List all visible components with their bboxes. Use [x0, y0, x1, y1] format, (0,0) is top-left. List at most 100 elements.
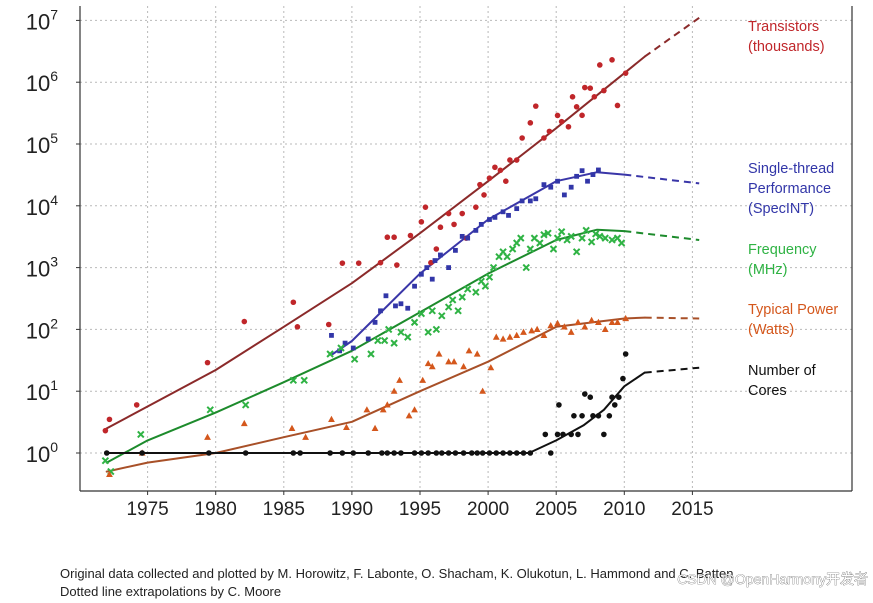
point-number-of-cores [486, 450, 493, 456]
x-tick-label: 2010 [603, 499, 645, 520]
point-frequency [241, 401, 250, 409]
point-typical-power [499, 335, 507, 342]
point-typical-power [302, 433, 309, 440]
point-typical-power [554, 319, 561, 327]
point-number-of-cores [290, 450, 297, 456]
point-transistors [459, 210, 466, 217]
point-frequency [608, 236, 616, 244]
legend-entry-transistors: Transistors [748, 19, 819, 35]
point-single-thread-performance [432, 258, 438, 263]
point-number-of-cores [622, 351, 629, 357]
point-typical-power [450, 358, 458, 365]
point-single-thread-performance [579, 168, 585, 174]
point-transistors [546, 128, 553, 135]
point-number-of-cores [606, 412, 613, 419]
point-number-of-cores [500, 450, 506, 456]
point-transistors [102, 427, 109, 434]
point-number-of-cores [547, 450, 554, 456]
x-tick-label: 1980 [195, 499, 237, 520]
point-transistors [377, 259, 384, 266]
point-frequency [503, 253, 511, 261]
point-single-thread-performance [342, 340, 348, 346]
point-number-of-cores [445, 450, 452, 456]
point-number-of-cores [379, 450, 385, 456]
point-frequency [567, 232, 575, 241]
point-transistors [492, 164, 498, 171]
point-transistors [622, 70, 629, 76]
extrapolation-line-transistors [644, 16, 700, 58]
point-number-of-cores [595, 412, 602, 419]
extrapolation-line-number-of-cores [644, 366, 700, 374]
point-transistors [596, 62, 603, 68]
point-frequency [544, 229, 552, 237]
point-frequency [596, 232, 604, 241]
point-number-of-cores [542, 431, 549, 438]
point-typical-power [240, 419, 248, 427]
point-frequency [557, 228, 566, 236]
point-number-of-cores [582, 391, 588, 397]
point-transistors [554, 112, 561, 119]
point-number-of-cores [103, 450, 110, 456]
axes [79, 6, 853, 492]
point-frequency [101, 457, 110, 465]
point-single-thread-performance [398, 301, 404, 307]
trend-line-typical-power [105, 316, 646, 473]
point-transistors [290, 299, 297, 306]
point-typical-power [588, 316, 596, 323]
trend-lines [105, 16, 700, 473]
point-single-thread-performance [492, 214, 498, 220]
point-single-thread-performance [438, 252, 443, 258]
y-tick-base: 10 [26, 195, 50, 220]
point-transistors [437, 224, 444, 231]
point-frequency [380, 336, 389, 345]
point-single-thread-performance [574, 173, 580, 179]
point-number-of-cores [452, 450, 459, 456]
point-single-thread-performance [350, 345, 356, 351]
y-tick-base: 10 [26, 257, 50, 282]
point-transistors [391, 234, 397, 241]
point-single-thread-performance [519, 198, 525, 204]
point-single-thread-performance [412, 283, 417, 289]
point-transistors [133, 402, 140, 408]
point-number-of-cores [411, 450, 418, 456]
point-transistors [582, 84, 588, 91]
point-number-of-cores [571, 412, 577, 419]
y-tick-exponent: 6 [50, 68, 58, 84]
point-frequency [438, 312, 446, 320]
point-transistors [473, 204, 479, 210]
point-single-thread-performance [500, 209, 506, 215]
point-typical-power [601, 325, 609, 332]
point-typical-power [106, 470, 113, 478]
point-typical-power [581, 323, 589, 330]
point-transistors [477, 181, 483, 188]
point-single-thread-performance [393, 303, 398, 309]
y-tick-base: 10 [26, 133, 50, 158]
point-number-of-cores [206, 450, 212, 456]
x-tick-label: 1990 [331, 499, 373, 520]
point-number-of-cores [560, 431, 566, 438]
y-tick-exponent: 7 [50, 6, 58, 22]
point-number-of-cores [384, 450, 391, 456]
point-single-thread-performance [487, 217, 492, 222]
point-typical-power [533, 325, 541, 332]
point-typical-power [371, 424, 379, 432]
point-frequency [458, 293, 466, 301]
point-number-of-cores [601, 431, 607, 438]
y-tick-exponent: 4 [50, 192, 58, 208]
y-tick-label: 102 [26, 315, 58, 343]
point-frequency [404, 333, 412, 341]
point-frequency [517, 234, 525, 242]
point-frequency [553, 234, 562, 242]
point-single-thread-performance [405, 305, 411, 311]
point-single-thread-performance [473, 227, 479, 233]
point-frequency [424, 328, 432, 336]
point-typical-power [479, 387, 487, 394]
point-frequency [485, 273, 494, 281]
x-tick-label: 1995 [399, 499, 441, 520]
point-transistors [394, 262, 400, 268]
point-single-thread-performance [418, 271, 424, 277]
legend-entry-number-of-cores: Cores [748, 383, 787, 399]
point-number-of-cores [327, 450, 333, 456]
point-number-of-cores [365, 450, 372, 456]
